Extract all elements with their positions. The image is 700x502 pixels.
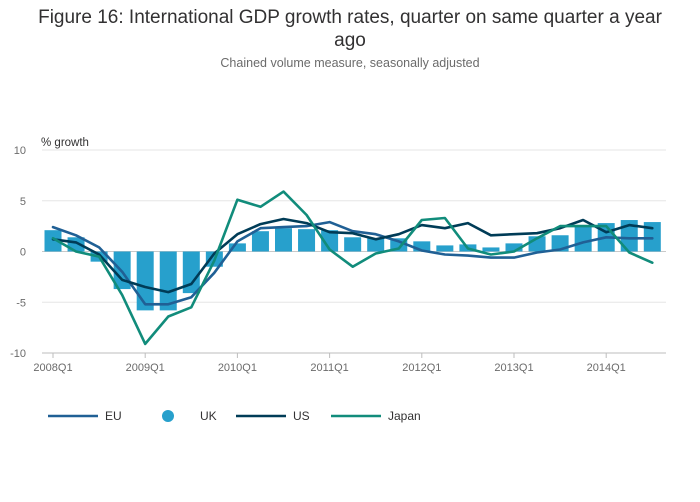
x-tick-label: 2008Q1 — [33, 362, 72, 374]
y-tick-label: -10 — [10, 348, 26, 360]
uk-bar — [275, 228, 292, 252]
y-tick-label: 0 — [20, 247, 26, 259]
uk-bar — [482, 247, 500, 252]
legend: EU UK US Japan — [48, 409, 421, 423]
uk-bar — [159, 251, 177, 311]
x-tick-label: 2012Q1 — [402, 362, 441, 374]
y-tick-label: -5 — [16, 297, 26, 309]
eu-line — [51, 220, 654, 306]
legend-swatch-uk — [162, 410, 174, 422]
uk-bar — [574, 225, 592, 252]
x-tick-label: 2009Q1 — [126, 362, 165, 374]
x-tick-label: 2014Q1 — [587, 362, 626, 374]
legend-label-us: US — [293, 409, 310, 423]
uk-bar — [44, 230, 62, 252]
chart-title-line-1: Figure 16: International GDP growth rate… — [38, 7, 662, 28]
y-axis-label: % growth — [41, 137, 89, 149]
uk-bar — [436, 245, 454, 252]
uk-bar — [182, 251, 200, 294]
legend-label-eu: EU — [105, 409, 122, 423]
uk-bar — [228, 243, 246, 252]
legend-label-uk: UK — [200, 409, 217, 423]
uk-bar — [298, 229, 316, 252]
uk-bar — [643, 222, 661, 252]
uk-bar — [251, 231, 269, 252]
uk-bar — [620, 220, 638, 252]
uk-bar — [136, 251, 154, 311]
japan-line — [51, 190, 654, 346]
x-tick-label: 2011Q1 — [310, 362, 348, 374]
legend-label-japan: Japan — [388, 409, 421, 423]
chart-title-line-2: ago — [334, 30, 366, 51]
uk-bar — [505, 243, 523, 252]
uk-bar — [321, 230, 339, 252]
series-lines — [51, 190, 654, 346]
uk-bar — [413, 241, 431, 252]
chart-title: Figure 16: International GDP growth rate… — [0, 6, 700, 52]
chart-subtitle: Chained volume measure, seasonally adjus… — [220, 56, 480, 70]
uk-bar — [367, 238, 385, 252]
axes: 10 5 0 -5 -10 % growth 2008Q1 2009Q1 2010Q1 2011Q… — [10, 137, 666, 374]
x-tick-label: 2010Q1 — [218, 362, 257, 374]
x-tick-label: 2013Q1 — [494, 362, 533, 374]
uk-bar — [344, 237, 362, 252]
y-tick-label: 5 — [20, 196, 26, 208]
y-tick-label: 10 — [14, 145, 26, 157]
